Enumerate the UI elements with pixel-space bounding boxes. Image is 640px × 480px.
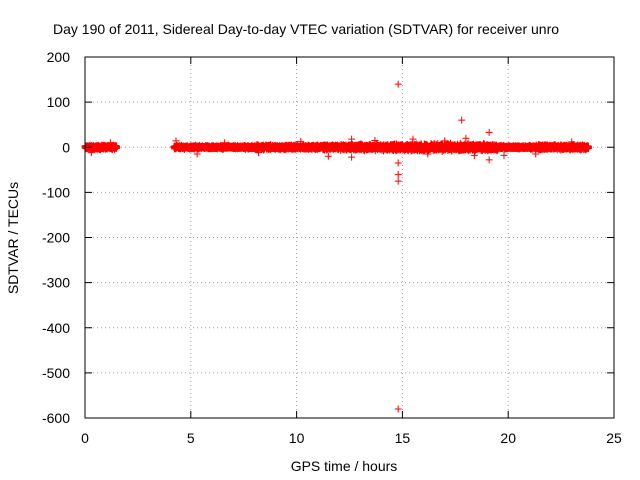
data-point	[113, 144, 121, 152]
data-points	[81, 80, 593, 413]
grid-lines	[85, 57, 614, 418]
